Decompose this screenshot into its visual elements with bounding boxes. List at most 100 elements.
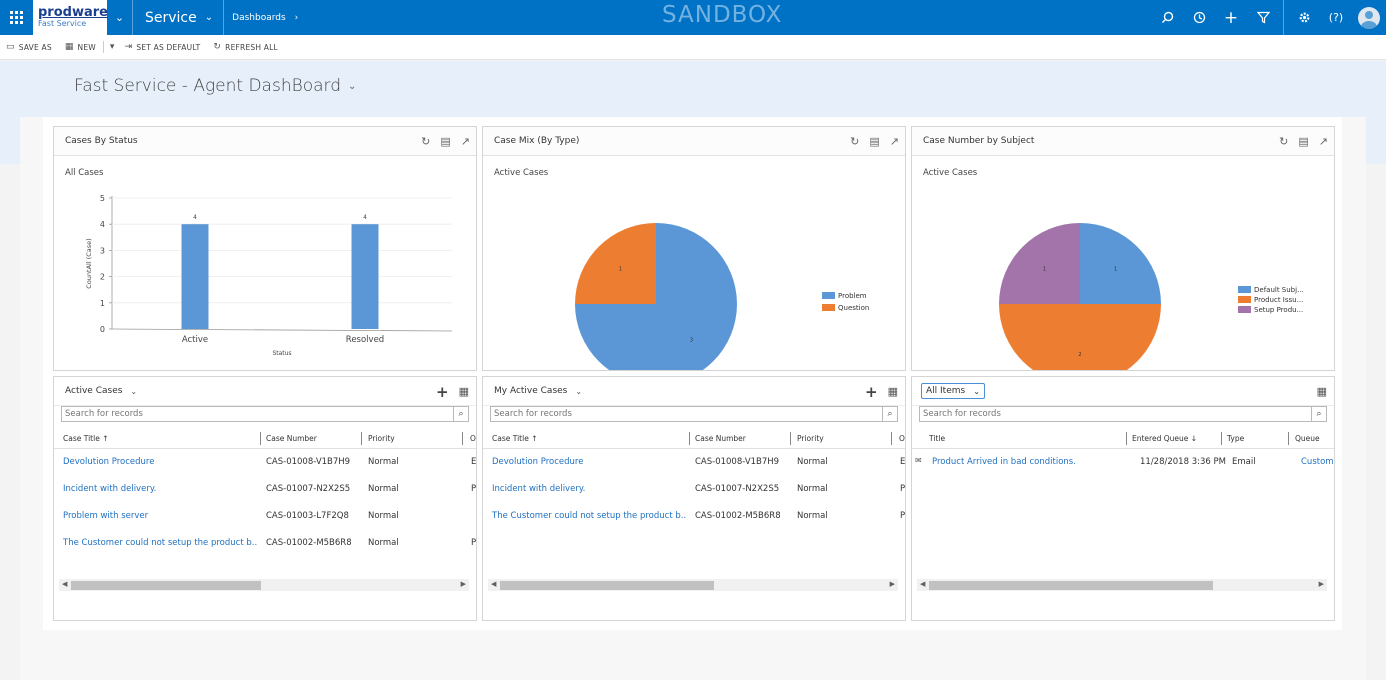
grid-panel-queue-items: All Items ⌄ ▦ ⌕ Title Entered Queue ↓ Ty… — [911, 376, 1335, 621]
case-title-link[interactable]: Incident with delivery. — [492, 484, 586, 494]
refresh-icon[interactable]: ↻ — [850, 135, 860, 148]
scrollbar-thumb[interactable] — [929, 581, 1213, 590]
table-row[interactable]: ✉ Product Arrived in bad conditions. 11/… — [912, 450, 1334, 476]
case-title-link[interactable]: The Customer could not setup the product… — [63, 538, 258, 548]
chevron-down-icon: ⌄ — [973, 386, 980, 396]
case-number: CAS-01008-V1B7H9 — [266, 457, 351, 467]
horizontal-scrollbar[interactable]: ◀ ▶ — [488, 579, 898, 591]
horizontal-scrollbar[interactable]: ◀ ▶ — [917, 579, 1327, 591]
case-title-link[interactable]: Devolution Procedure — [63, 457, 155, 467]
queue-item-title-link[interactable]: Product Arrived in bad conditions. — [932, 457, 1076, 467]
expand-icon[interactable]: ↗ — [889, 135, 899, 148]
search-input[interactable] — [491, 409, 882, 419]
scroll-left-icon[interactable]: ◀ — [491, 580, 497, 588]
view-selector[interactable]: My Active Cases ⌄ — [494, 386, 582, 396]
create-plus-icon[interactable]: + — [1223, 7, 1239, 28]
grid-view-icon[interactable]: ▦ — [887, 385, 898, 398]
scrollbar-thumb[interactable] — [71, 581, 261, 590]
y-tick-label: 4 — [100, 220, 105, 229]
search-icon[interactable]: ⌕ — [453, 407, 468, 421]
area-label: Dashboards — [232, 12, 286, 23]
column-header-case-number[interactable]: Case Number — [695, 434, 746, 443]
table-row[interactable]: Incident with delivery. CAS-01007-N2X2S5… — [483, 477, 905, 503]
grid-view-icon[interactable]: ▦ — [1316, 385, 1327, 398]
area-breadcrumb[interactable]: Dashboards › — [224, 13, 298, 23]
add-record-icon[interactable]: + — [865, 382, 878, 401]
help-icon[interactable]: (?) — [1328, 11, 1344, 24]
column-header-case-title[interactable]: Case Title ↑ — [492, 434, 538, 443]
horizontal-scrollbar[interactable]: ◀ ▶ — [59, 579, 469, 591]
add-record-icon[interactable]: + — [436, 382, 449, 401]
expand-icon[interactable]: ↗ — [1318, 135, 1328, 148]
column-header-case-title[interactable]: Case Title ↑ — [63, 434, 109, 443]
expand-icon[interactable]: ↗ — [460, 135, 470, 148]
scroll-left-icon[interactable]: ◀ — [62, 580, 68, 588]
case-title-link[interactable]: Devolution Procedure — [492, 457, 584, 467]
new-dropdown-button[interactable]: ▾ — [110, 42, 115, 52]
grid-view-icon[interactable]: ▦ — [458, 385, 469, 398]
column-header-origin[interactable]: O — [470, 434, 476, 443]
view-selector[interactable]: Active Cases ⌄ — [65, 386, 137, 396]
chevron-down-icon: ⌄ — [130, 386, 138, 396]
user-avatar[interactable] — [1358, 6, 1380, 29]
case-title-link[interactable]: Problem with server — [63, 511, 149, 521]
column-header-queue[interactable]: Queue — [1295, 434, 1320, 443]
column-header-entered-queue[interactable]: Entered Queue ↓ — [1132, 434, 1198, 443]
column-header-type[interactable]: Type — [1227, 434, 1245, 443]
filter-icon[interactable] — [1247, 0, 1279, 35]
view-records-icon[interactable]: ▤ — [1298, 135, 1309, 148]
table-row[interactable]: Devolution Procedure CAS-01008-V1B7H9 No… — [54, 450, 476, 476]
table-row[interactable]: Incident with delivery. CAS-01007-N2X2S5… — [54, 477, 476, 503]
scrollbar-thumb[interactable] — [500, 581, 714, 590]
module-selector[interactable]: Service ⌄ — [133, 0, 225, 35]
table-row[interactable]: The Customer could not setup the product… — [483, 504, 905, 530]
search-icon[interactable] — [1151, 0, 1183, 35]
save-as-button[interactable]: ▭ SAVE AS — [6, 42, 52, 52]
slice-data-label: 1 — [1043, 266, 1046, 272]
chart-panel-case-by-subject: Case Number by Subject ↻ ▤ ↗ Active Case… — [911, 126, 1335, 371]
view-records-icon[interactable]: ▤ — [869, 135, 880, 148]
table-row[interactable]: Devolution Procedure CAS-01008-V1B7H9 No… — [483, 450, 905, 476]
legend-label: Default Subj... — [1254, 286, 1304, 294]
scroll-left-icon[interactable]: ◀ — [920, 580, 926, 588]
queue-filter-dropdown[interactable]: All Items ⌄ — [921, 383, 985, 399]
pin-icon: ⇥ — [124, 42, 133, 52]
search-input[interactable] — [920, 409, 1311, 419]
search-icon[interactable]: ⌕ — [1311, 407, 1326, 421]
refresh-icon[interactable]: ↻ — [1279, 135, 1289, 148]
settings-gear-icon[interactable] — [1288, 0, 1320, 35]
column-header-origin[interactable]: O — [899, 434, 905, 443]
pie-slice — [999, 223, 1080, 304]
table-row[interactable]: The Customer could not setup the product… — [54, 531, 476, 557]
queue-link[interactable]: Custom — [1301, 457, 1334, 467]
y-tick-label: 0 — [100, 325, 105, 334]
scroll-right-icon[interactable]: ▶ — [1318, 580, 1324, 588]
page-title: Fast Service - Agent DashBoard — [74, 76, 342, 96]
table-row[interactable]: Problem with server CAS-01003-L7F2Q8 Nor… — [54, 504, 476, 530]
x-axis-line — [111, 328, 453, 332]
scroll-right-icon[interactable]: ▶ — [460, 580, 466, 588]
column-header-priority[interactable]: Priority — [797, 434, 824, 443]
legend-swatch — [1238, 306, 1251, 313]
set-as-default-button[interactable]: ⇥ SET AS DEFAULT — [125, 42, 201, 52]
environment-label: SANDBOX — [662, 2, 783, 28]
y-axis-label: CountAll (Case) — [85, 238, 93, 288]
refresh-all-button[interactable]: ↻ REFRESH ALL — [213, 42, 277, 52]
new-button[interactable]: ▦ NEW — [65, 42, 96, 52]
case-title-link[interactable]: The Customer could not setup the product… — [492, 511, 687, 521]
case-title-link[interactable]: Incident with delivery. — [63, 484, 157, 494]
column-header-priority[interactable]: Priority — [368, 434, 395, 443]
app-switcher-dropdown[interactable]: ⌄ — [107, 0, 133, 35]
column-header-title[interactable]: Title — [929, 434, 946, 443]
scroll-right-icon[interactable]: ▶ — [889, 580, 895, 588]
recent-history-icon[interactable] — [1183, 0, 1215, 35]
dashboard-selector[interactable]: Fast Service - Agent DashBoard ⌄ — [74, 76, 356, 96]
refresh-icon[interactable]: ↻ — [421, 135, 431, 148]
search-input[interactable] — [62, 409, 453, 419]
priority: Normal — [797, 457, 828, 467]
legend-swatch — [1238, 286, 1251, 293]
column-header-case-number[interactable]: Case Number — [266, 434, 317, 443]
search-icon[interactable]: ⌕ — [882, 407, 897, 421]
view-records-icon[interactable]: ▤ — [440, 135, 451, 148]
app-launcher-button[interactable] — [0, 0, 33, 35]
